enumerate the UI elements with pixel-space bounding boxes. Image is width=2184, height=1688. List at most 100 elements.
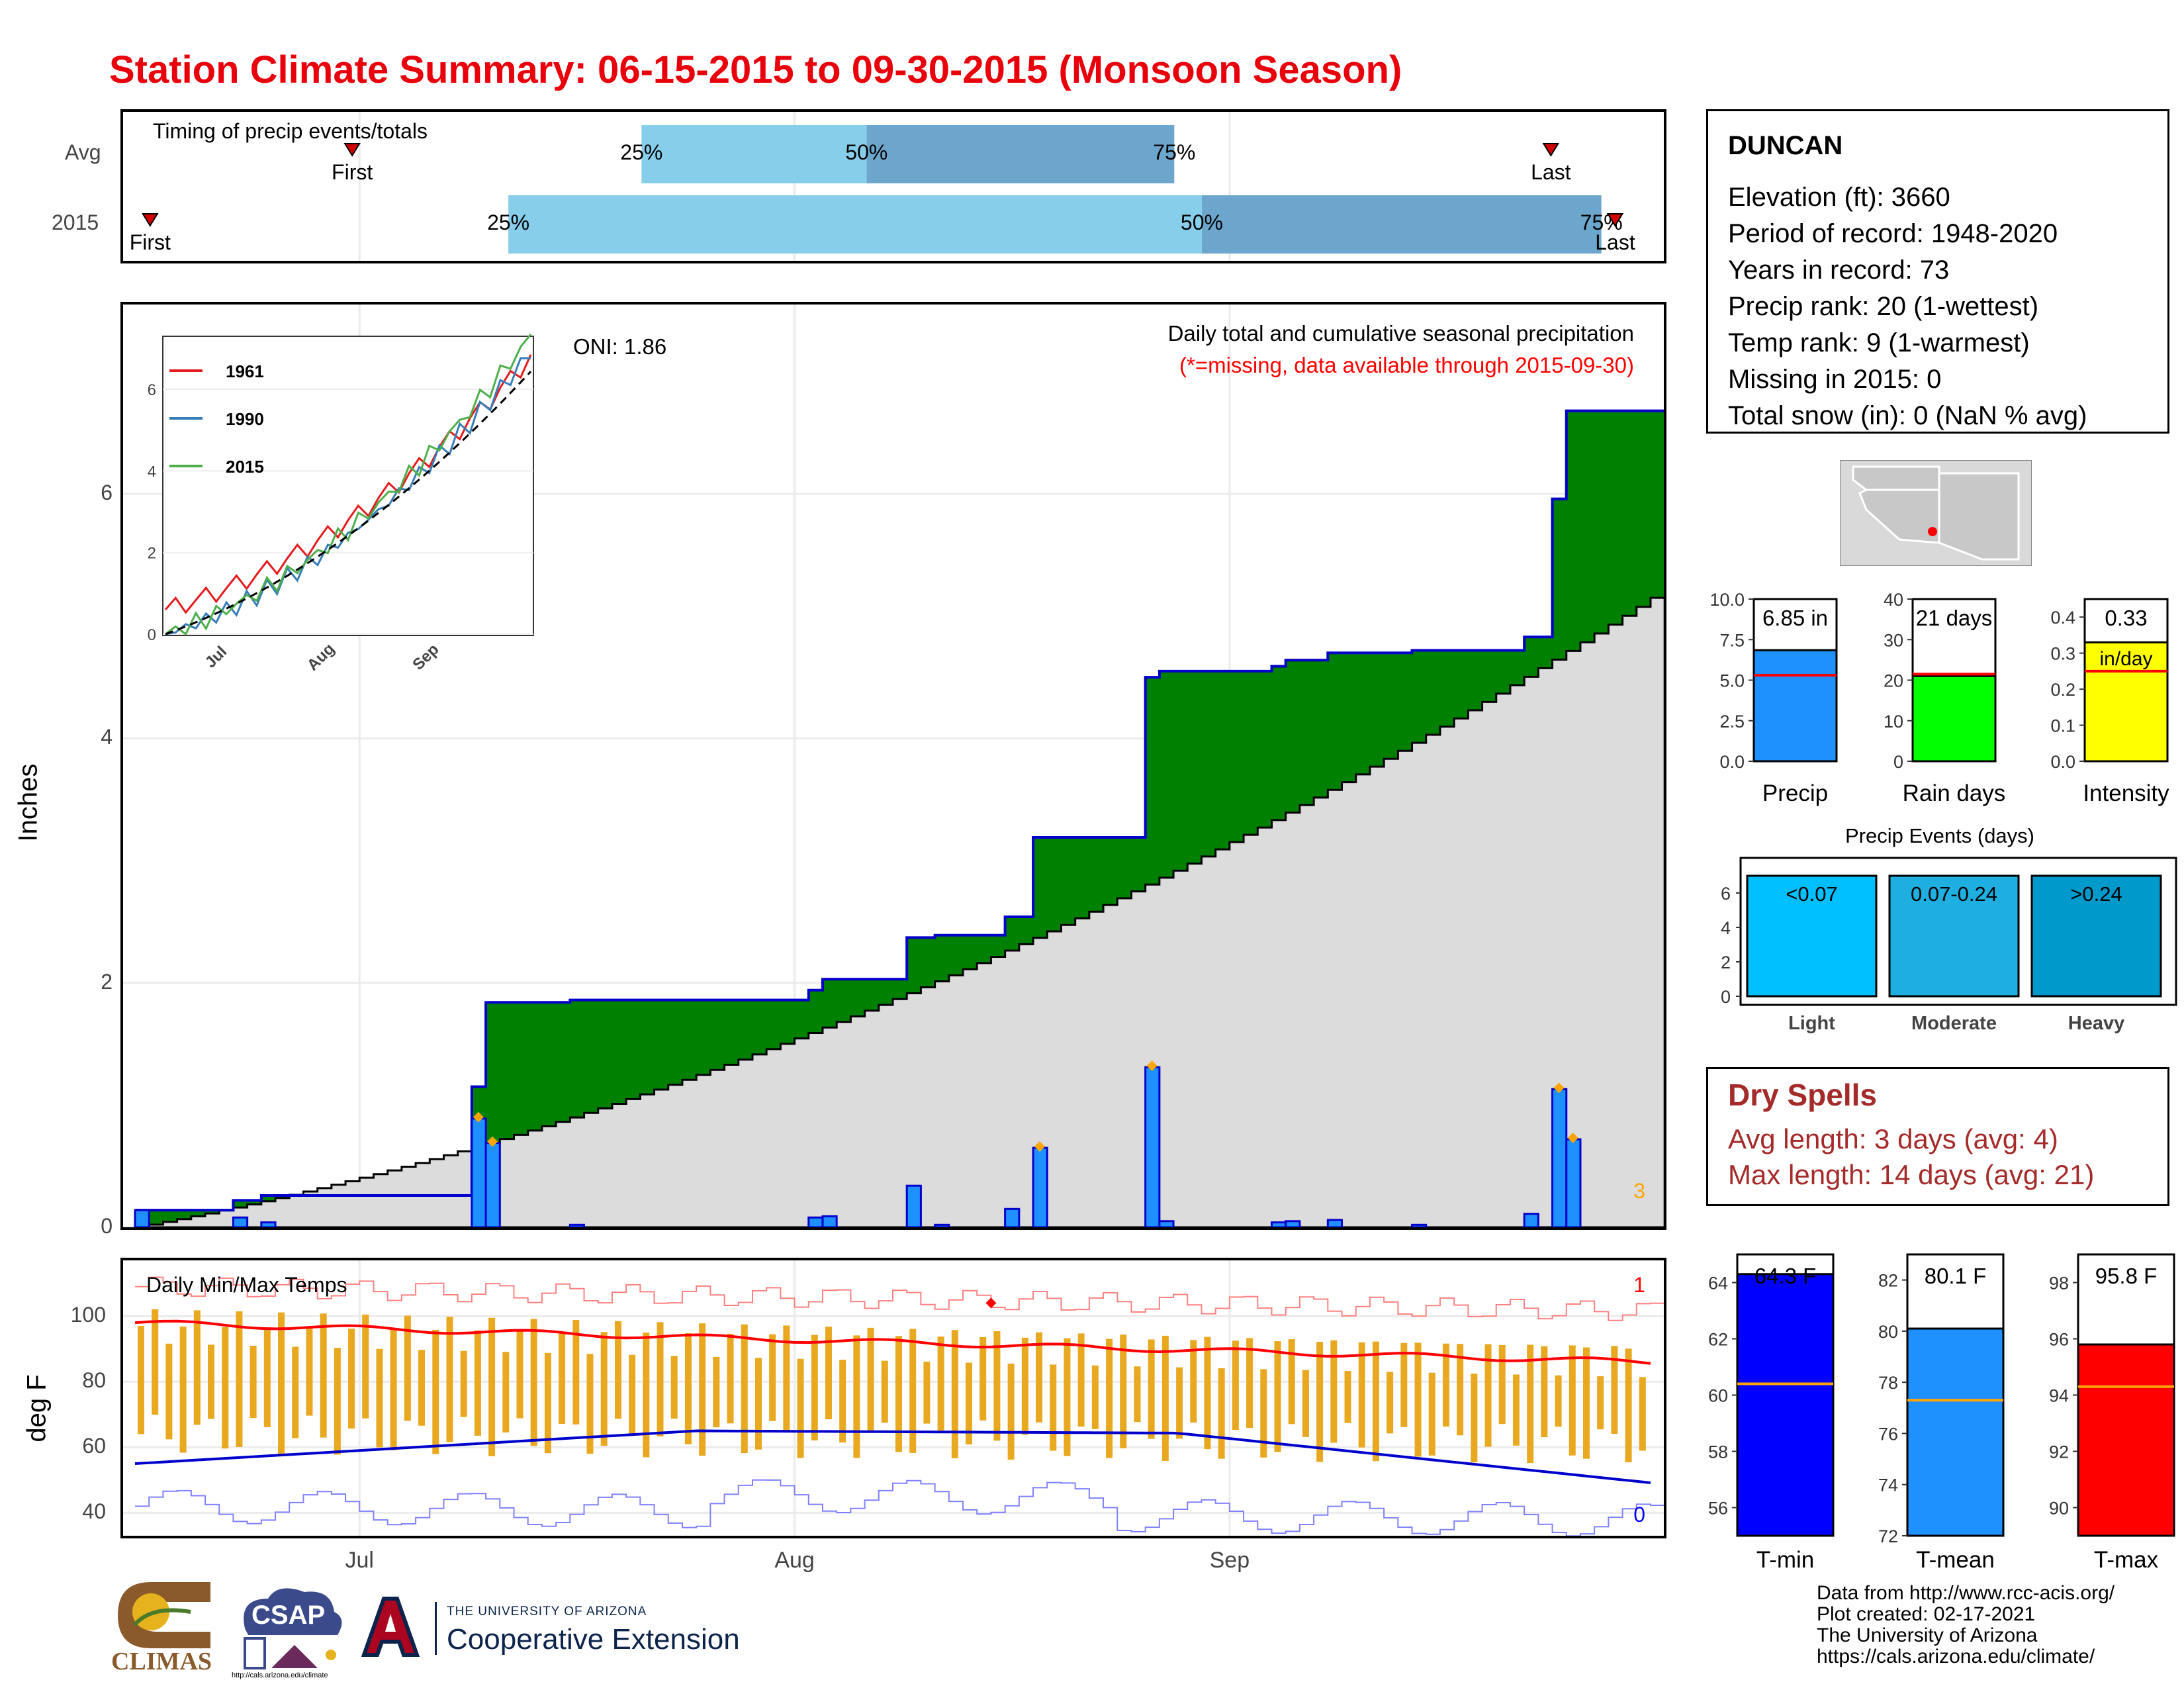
daily-temp-bar: [1161, 1335, 1169, 1462]
precip-anomaly-segment: [570, 1000, 585, 1118]
precip-anomaly-segment: [724, 1000, 739, 1065]
daily-precip-bar: [1271, 1221, 1287, 1227]
summary-value-label: 21 days: [1916, 606, 1993, 630]
precip-anomaly-segment: [261, 1195, 276, 1201]
timing-bar-upper: [866, 125, 1175, 183]
footer-line-4: https://cals.arizona.edu/climate/: [1817, 1646, 2095, 1667]
daily-temp-bar: [404, 1315, 411, 1421]
temp-x-tick: Jul: [345, 1548, 374, 1573]
daily-temp-bar: [278, 1312, 285, 1454]
precip-anomaly-segment: [1103, 837, 1118, 906]
precip-anomaly-segment: [921, 937, 936, 988]
temp-summary-bars: 56 58 60 62 64 64.3 F T-min 72 74 76 78 80 82 80.1 F T…: [1708, 1253, 2175, 1573]
summary-value-label: 6.85 in: [1762, 606, 1828, 630]
summary-bar-charts: 0.0 2.5 5.0 7.5 10.0 6.85 in Precip 0 10 20 30 40 21…: [1709, 590, 2169, 806]
summary-tick-label: 30: [1884, 630, 1903, 650]
precip-anomaly-segment: [837, 979, 851, 1022]
footer-line-1: Data from http://www.rcc-acis.org/: [1817, 1582, 2115, 1604]
precip-anomaly-segment: [864, 979, 880, 1011]
precip-anomaly-segment: [233, 1200, 248, 1208]
events-bar: [1746, 874, 1878, 998]
daily-temp-bar: [179, 1326, 187, 1453]
daily-temp-bar: [306, 1328, 313, 1416]
events-tick-label: 2: [1721, 953, 1731, 972]
daily-precip-bar: [260, 1221, 277, 1227]
events-bar: [2030, 874, 2162, 998]
daily-temp-bar: [208, 1344, 215, 1419]
last-marker: [1606, 213, 1624, 227]
summary-value-unit: in/day: [2099, 648, 2152, 670]
precip-anomaly-segment: [808, 990, 823, 1033]
timing-bar-lower: [508, 195, 1202, 254]
daily-temp-bar: [1471, 1374, 1478, 1463]
precip-y-tick: 4: [101, 725, 113, 749]
dry-spells-title: Dry Spells: [1728, 1078, 1877, 1112]
precip-anomaly-segment: [1299, 660, 1314, 806]
temp-summary-bar-label: T-max: [2094, 1547, 2159, 1573]
events-range-label: 0.07-0.24: [1911, 882, 1997, 906]
daily-temp-bar: [376, 1348, 383, 1448]
precip-anomaly-segment: [1159, 671, 1174, 878]
temp-summary-tick-label: 76: [1878, 1424, 1898, 1444]
precip-anomaly-segment: [1075, 837, 1090, 919]
daily-temp-bar: [1134, 1366, 1141, 1423]
precip-anomaly-segment: [1384, 653, 1398, 759]
events-tick-label: 0: [1721, 987, 1731, 1007]
precip-anomaly-segment: [640, 1000, 655, 1095]
temp-x-tick: Sep: [1209, 1548, 1250, 1573]
record-high-count: 1: [1633, 1273, 1645, 1297]
precip-anomaly-segment: [1117, 837, 1132, 898]
avg-max-temp-line: [134, 1319, 1651, 1365]
summary-tick-label: 0.0: [1719, 752, 1745, 772]
daily-temp-bar: [334, 1348, 341, 1455]
summary-value-label: 0.33: [2105, 606, 2147, 630]
daily-temp-bar: [544, 1352, 551, 1454]
daily-temp-bar: [923, 1362, 931, 1424]
daily-temp-bar: [1190, 1340, 1197, 1423]
timing-p75-label: 75%: [1153, 140, 1195, 164]
daily-temp-bar: [418, 1350, 426, 1426]
daily-temp-bar: [1007, 1363, 1015, 1460]
daily-temp-bar: [572, 1320, 580, 1425]
daily-temp-bar: [1330, 1340, 1338, 1443]
first-label: First: [332, 160, 373, 184]
daily-temp-bar: [993, 1331, 1001, 1441]
daily-temp-bar: [979, 1336, 987, 1421]
temp-x-tick: Aug: [774, 1548, 815, 1573]
temp-chart-title: Daily Min/Max Temps: [146, 1273, 347, 1297]
temp-y-tick: 40: [82, 1499, 106, 1524]
daily-temp-bar: [713, 1356, 720, 1428]
precip-anomaly-segment: [1285, 660, 1300, 813]
timing-bar-lower: [641, 125, 867, 183]
events-bar-label: Moderate: [1911, 1013, 1997, 1034]
precip-anomaly-segment: [1187, 671, 1202, 864]
precip-anomaly-segment: [1342, 653, 1357, 782]
temp-panel: Daily Min/Max Temps 1 0: [120, 1258, 1666, 1538]
precip-anomaly-segment: [1047, 837, 1062, 932]
summary-tick-label: 0.3: [2050, 644, 2075, 664]
precip-anomaly-segment: [556, 1002, 570, 1122]
station-info-line: Period of record: 1948-2020: [1728, 219, 2058, 248]
temp-summary-tick-label: 78: [1878, 1373, 1898, 1393]
daily-temp-bar: [1064, 1338, 1071, 1456]
precip-anomaly-segment: [612, 1000, 627, 1104]
daily-temp-bar: [895, 1336, 902, 1452]
precip-anomaly-segment: [948, 935, 964, 976]
precip-anomaly-segment: [878, 979, 893, 1006]
inset-y-tick: 6: [148, 381, 156, 399]
daily-temp-bar: [1288, 1339, 1295, 1425]
climas-logo-text: CLIMAS: [111, 1648, 212, 1675]
daily-temp-bar: [1498, 1344, 1506, 1425]
precip-anomaly-segment: [1314, 660, 1328, 798]
daily-temp-bar: [741, 1324, 748, 1454]
daily-temp-bar: [1484, 1344, 1492, 1447]
inset-x-tick: Jul: [202, 643, 231, 672]
daily-temp-bar: [727, 1333, 734, 1424]
precip-anomaly-segment: [934, 935, 950, 982]
temp-summary-tick-label: 90: [2049, 1499, 2069, 1519]
daily-temp-bar: [1569, 1345, 1576, 1456]
avg-cumulative-area: [135, 596, 1664, 1227]
daily-temp-bar: [699, 1323, 706, 1456]
precip-anomaly-segment: [893, 979, 907, 1000]
